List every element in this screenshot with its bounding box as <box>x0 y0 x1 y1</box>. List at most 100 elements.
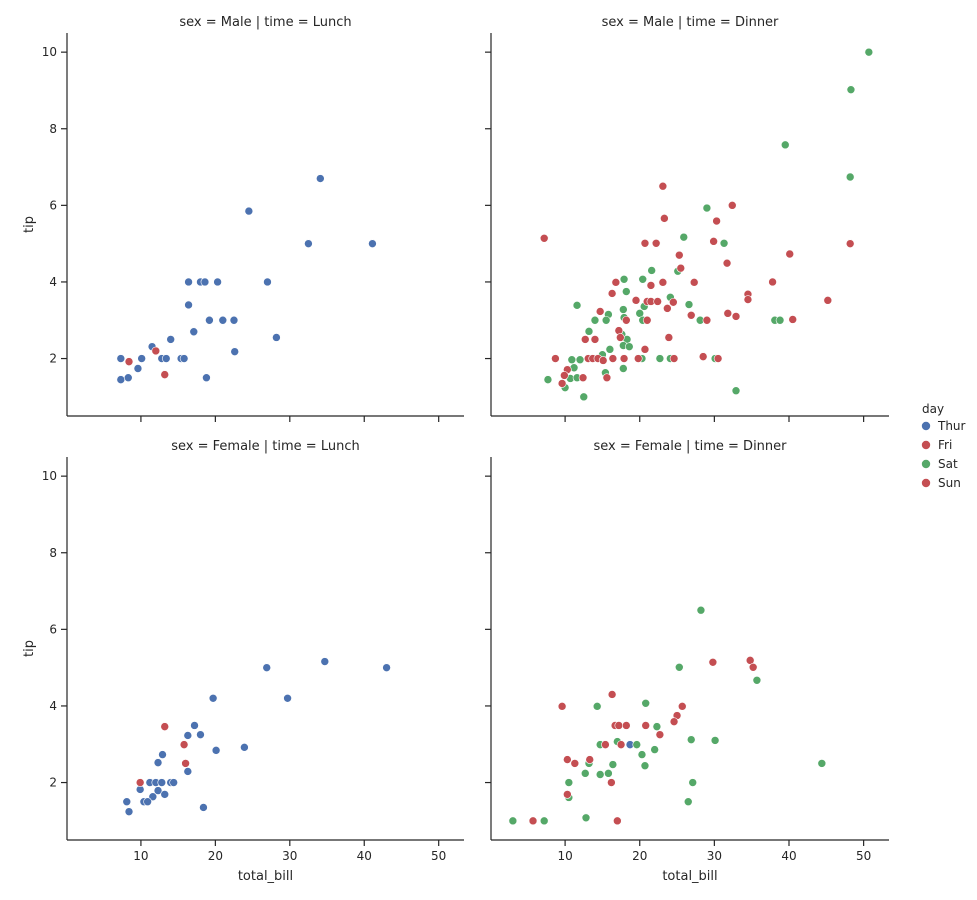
data-point-sun <box>722 258 732 268</box>
data-point-sat <box>592 702 602 711</box>
data-point-sun <box>595 307 605 316</box>
data-point-sat <box>864 47 874 57</box>
data-point-sun <box>598 356 608 365</box>
data-point-sat <box>674 662 684 672</box>
data-point-sun <box>607 778 616 787</box>
data-point-sat <box>641 698 651 708</box>
data-point-thur <box>213 277 222 287</box>
data-point-sun <box>590 335 600 344</box>
data-point-thur <box>183 767 193 776</box>
data-point-sun <box>698 352 708 361</box>
data-point-thur <box>137 354 146 363</box>
data-point-sat <box>590 315 600 325</box>
data-point-thur <box>183 731 193 740</box>
data-point-sat <box>579 392 589 402</box>
data-point-sat <box>845 172 855 182</box>
x-tick-label: 40 <box>781 849 796 863</box>
legend: day Thur Fri Sat Sun <box>921 402 966 490</box>
data-point-sun <box>669 297 678 307</box>
data-point-sun <box>528 816 538 826</box>
data-point-sat <box>605 345 615 354</box>
data-point-sat <box>595 770 605 779</box>
x-tick-label: 20 <box>208 849 223 863</box>
y-tick-label: 4 <box>49 275 57 289</box>
data-point-sun <box>664 333 674 342</box>
data-point-thur <box>169 778 178 787</box>
data-point-thur <box>166 335 175 344</box>
legend-label: Sat <box>938 457 958 471</box>
data-point-sat <box>686 735 696 744</box>
data-point-sat <box>508 816 518 826</box>
data-point-sun <box>669 354 679 363</box>
data-point-sun <box>727 201 737 210</box>
data-point-sun <box>713 354 723 363</box>
data-point-sat <box>539 816 549 826</box>
data-point-thur <box>184 300 193 310</box>
data-point-sun <box>712 216 721 226</box>
data-point-thur <box>124 807 134 816</box>
data-point-sun <box>845 239 855 248</box>
data-point-sun <box>570 759 580 768</box>
data-point-thur <box>316 174 325 183</box>
x-tick-label: 30 <box>707 849 722 863</box>
data-point-sat <box>688 778 698 787</box>
data-point-sat <box>752 675 762 685</box>
data-point-fri <box>179 740 189 749</box>
data-point-thur <box>304 239 313 248</box>
legend-marker <box>921 478 931 488</box>
data-point-sun <box>601 740 610 749</box>
data-point-sat <box>640 761 650 770</box>
data-point-sun <box>563 790 572 799</box>
data-point-sun <box>602 373 612 383</box>
data-point-fri <box>160 370 170 379</box>
data-point-sat <box>775 315 785 325</box>
data-point-sun <box>708 657 718 667</box>
data-point-sat <box>731 386 741 396</box>
data-point-sun <box>608 354 618 363</box>
data-point-sun <box>653 297 662 306</box>
data-point-sun <box>607 289 617 298</box>
data-point-fri <box>181 759 190 768</box>
data-point-sat <box>683 797 693 807</box>
data-point-sat <box>564 778 574 787</box>
data-point-thur <box>368 239 377 248</box>
y-tick-label: 4 <box>49 699 57 713</box>
data-point-thur <box>158 750 167 759</box>
data-point-sun <box>660 214 669 223</box>
legend-marker <box>921 421 931 431</box>
data-point-sun <box>641 721 651 730</box>
data-point-sun <box>580 335 590 344</box>
data-point-thur <box>190 721 199 730</box>
data-point-sat <box>710 736 720 745</box>
data-point-sun <box>631 296 641 305</box>
data-point-sat <box>780 140 790 150</box>
legend-label: Thur <box>937 419 966 433</box>
y-tick-label: 2 <box>49 776 57 790</box>
data-point-fri <box>151 346 161 356</box>
data-point-sun <box>646 281 656 290</box>
data-point-sun <box>578 373 588 383</box>
y-tick-label: 6 <box>49 622 57 636</box>
data-point-sat <box>619 305 628 314</box>
data-point-thur <box>148 792 158 802</box>
panel-title: sex = Female | time = Lunch <box>171 439 359 454</box>
legend-marker <box>921 459 931 469</box>
data-point-sat <box>637 750 647 759</box>
data-point-thur <box>205 315 214 325</box>
legend-title: day <box>922 402 944 416</box>
data-point-sat <box>601 315 611 325</box>
data-point-sun <box>676 263 686 273</box>
data-point-thur <box>133 364 143 373</box>
panel-title: sex = Male | time = Lunch <box>179 15 351 30</box>
data-point-fri <box>124 357 134 366</box>
data-point-sun <box>551 354 560 363</box>
data-point-sun <box>607 690 617 699</box>
facet-panel: sex = Male | time = Lunch 2 4 6 8 10 tip <box>22 15 464 422</box>
data-point-sun <box>633 354 643 363</box>
data-point-fri <box>135 778 145 787</box>
data-point-thur <box>153 758 163 767</box>
data-point-sat <box>604 769 613 778</box>
data-point-sun <box>788 315 798 324</box>
data-point-thur <box>196 730 205 739</box>
data-point-sat <box>543 375 553 384</box>
